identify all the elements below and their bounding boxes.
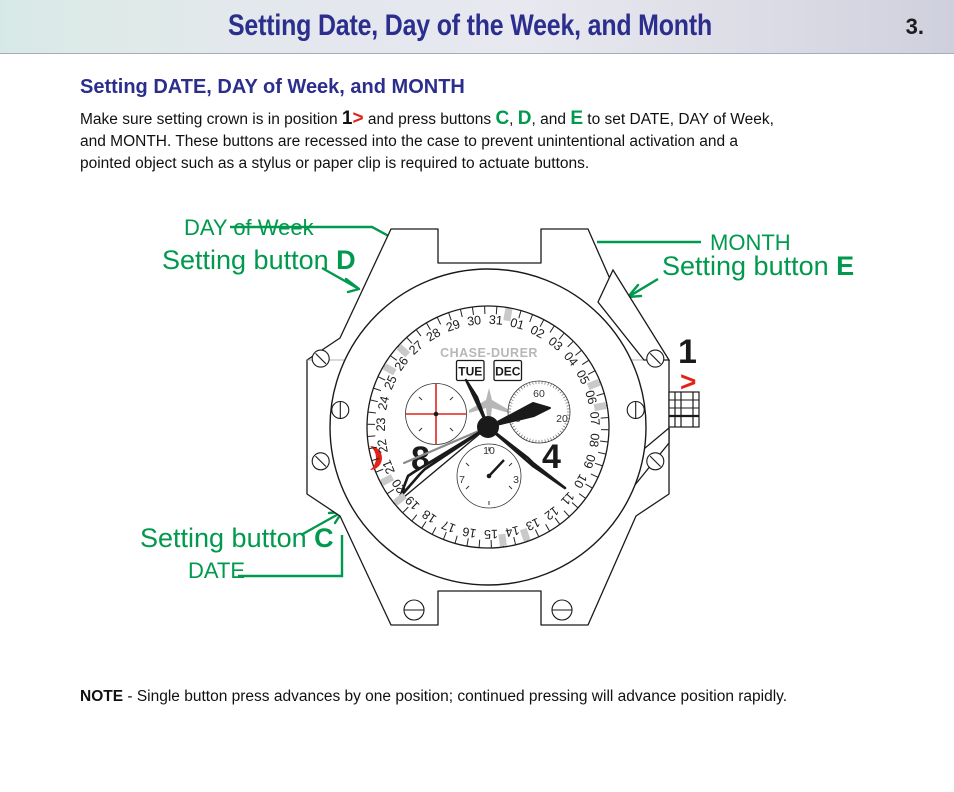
svg-text:7: 7 — [459, 474, 465, 486]
svg-text:15: 15 — [484, 527, 498, 541]
svg-text:22: 22 — [375, 438, 391, 454]
svg-text:16: 16 — [461, 524, 477, 540]
svg-text:DEC: DEC — [495, 365, 521, 379]
svg-text:TUE: TUE — [458, 365, 482, 379]
svg-text:30: 30 — [466, 313, 482, 329]
svg-text:DATE: DATE — [188, 558, 245, 583]
svg-text:20: 20 — [556, 413, 568, 425]
svg-text:08: 08 — [586, 433, 602, 449]
svg-text:CHASE-DURER: CHASE-DURER — [440, 346, 538, 360]
svg-text:3: 3 — [513, 474, 519, 486]
svg-text:4: 4 — [542, 438, 561, 476]
svg-text:23: 23 — [374, 417, 388, 431]
svg-text:60: 60 — [533, 388, 545, 400]
svg-text:31: 31 — [488, 313, 503, 328]
svg-text:07: 07 — [587, 411, 602, 426]
